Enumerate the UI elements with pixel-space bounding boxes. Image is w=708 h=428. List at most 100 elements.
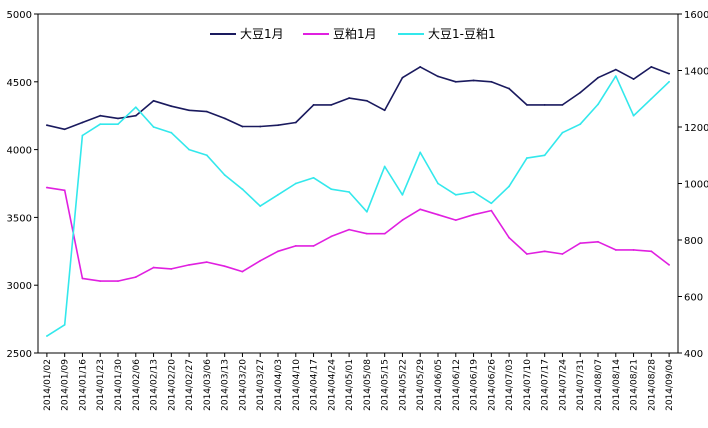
right-y-tick-label: 1600 bbox=[684, 10, 708, 21]
series-1-point bbox=[401, 76, 404, 79]
right-y-tick-label: 400 bbox=[684, 349, 703, 360]
series-1-point bbox=[668, 72, 671, 75]
series-3-point bbox=[597, 103, 599, 106]
series-3-point bbox=[152, 126, 155, 128]
series-2-point bbox=[63, 189, 66, 192]
series-3-point bbox=[348, 191, 351, 193]
x-tick-label: 2014/06/26 bbox=[487, 359, 497, 411]
series-2-point bbox=[490, 209, 493, 212]
x-tick-label: 2014/03/06 bbox=[203, 359, 213, 411]
series-1-point bbox=[294, 121, 297, 124]
x-tick-label: 2014/03/27 bbox=[256, 359, 266, 411]
legend-label-3: 大豆1-豆粕1 bbox=[428, 26, 496, 41]
x-tick-label: 2014/03/20 bbox=[238, 359, 248, 411]
left-y-tick-label: 4000 bbox=[7, 146, 32, 157]
legend-label-2: 豆粕1月 bbox=[333, 26, 377, 41]
series-1-point bbox=[63, 128, 66, 131]
series-2-point bbox=[223, 265, 226, 268]
left-y-tick-label: 3000 bbox=[7, 281, 32, 292]
left-y-tick-label: 3500 bbox=[7, 213, 32, 224]
series-2-point bbox=[383, 232, 386, 235]
series-1-point bbox=[472, 79, 475, 82]
x-tick-label: 2014/06/05 bbox=[434, 359, 444, 411]
series-1-point bbox=[99, 114, 102, 117]
series-3-point bbox=[99, 123, 102, 126]
series-1-point bbox=[348, 97, 351, 99]
series-2-point bbox=[650, 250, 653, 253]
right-y-axis: 400 600 800 1000 1200 1400 1600 bbox=[678, 10, 708, 360]
series-3-point bbox=[117, 123, 119, 126]
x-tick-label: 2014/01/16 bbox=[78, 359, 88, 411]
x-tick-label: 2014/06/12 bbox=[452, 359, 462, 411]
series-1-point bbox=[437, 75, 439, 78]
left-y-tick-label: 2500 bbox=[7, 349, 32, 360]
series-3-point bbox=[525, 157, 528, 159]
series-2-point bbox=[508, 236, 511, 239]
series-2-point bbox=[348, 228, 351, 231]
series-2-point bbox=[294, 244, 297, 247]
legend-label-1: 大豆1月 bbox=[240, 27, 284, 41]
series-3-point bbox=[205, 154, 208, 157]
x-tick-label: 2014/07/17 bbox=[541, 359, 551, 411]
series-2-point bbox=[330, 235, 333, 238]
series-3-point bbox=[188, 148, 191, 151]
series-2-point bbox=[437, 213, 439, 216]
series-3-point bbox=[490, 202, 493, 205]
series-3-point bbox=[241, 188, 244, 191]
x-tick-label: 2014/09/04 bbox=[665, 359, 675, 411]
series-1-point bbox=[419, 65, 422, 68]
series-3-point bbox=[632, 114, 635, 117]
series-line-1 bbox=[46, 66, 670, 131]
series-3-point bbox=[472, 191, 475, 193]
series-1-point bbox=[490, 80, 493, 83]
series-1-point bbox=[330, 103, 333, 106]
series-3-point bbox=[437, 182, 439, 185]
series-3-point bbox=[277, 193, 279, 196]
series-3-point bbox=[259, 205, 262, 208]
series-3-point bbox=[401, 193, 404, 196]
series-1-point bbox=[650, 65, 653, 68]
series-3-point bbox=[650, 97, 653, 100]
series-1-point bbox=[45, 124, 48, 127]
series-3-point bbox=[419, 151, 422, 154]
x-tick-label: 2014/07/03 bbox=[505, 359, 515, 411]
series-1-point bbox=[170, 105, 173, 108]
series-3-point bbox=[614, 75, 617, 78]
series-3-point bbox=[383, 165, 386, 168]
x-tick-label: 2014/02/06 bbox=[132, 359, 142, 411]
series-1-point bbox=[579, 91, 582, 94]
series-3-point bbox=[312, 176, 315, 179]
series-2-point bbox=[81, 277, 84, 280]
left-y-tick-label: 5000 bbox=[7, 10, 32, 21]
series-2-point bbox=[188, 263, 191, 266]
x-tick-label: 2014/07/31 bbox=[576, 359, 586, 411]
series-2-point bbox=[668, 263, 671, 266]
series-1-point bbox=[188, 109, 191, 112]
series-1-point bbox=[241, 125, 244, 128]
x-tick-label: 2014/04/24 bbox=[327, 359, 337, 411]
right-y-tick-label: 1200 bbox=[684, 123, 708, 134]
series-3-point bbox=[134, 106, 137, 109]
series-1-point bbox=[597, 76, 599, 79]
series-1-point bbox=[632, 78, 635, 80]
series-2-point bbox=[152, 266, 155, 269]
series-2-point bbox=[170, 268, 173, 270]
x-tick-label: 2014/04/03 bbox=[274, 359, 284, 411]
x-tick-label: 2014/06/19 bbox=[470, 359, 480, 411]
series-2-point bbox=[525, 253, 528, 255]
left-y-tick-label: 4500 bbox=[7, 78, 32, 89]
x-tick-label: 2014/08/07 bbox=[594, 359, 604, 411]
series-2-point bbox=[579, 242, 582, 245]
left-y-axis: 2500 3000 3500 4000 4500 5000 bbox=[7, 10, 38, 360]
x-tick-label: 2014/02/27 bbox=[185, 359, 195, 411]
x-tick-label: 2014/04/10 bbox=[292, 359, 302, 411]
x-tick-label: 2014/05/29 bbox=[416, 359, 426, 411]
series-2-point bbox=[117, 280, 119, 283]
series-3-point bbox=[223, 174, 226, 176]
series-1-point bbox=[561, 103, 564, 106]
right-y-tick-label: 1000 bbox=[684, 180, 708, 191]
series-layer bbox=[45, 65, 671, 337]
series-1-point bbox=[543, 103, 546, 106]
x-tick-label: 2014/05/01 bbox=[345, 359, 355, 411]
